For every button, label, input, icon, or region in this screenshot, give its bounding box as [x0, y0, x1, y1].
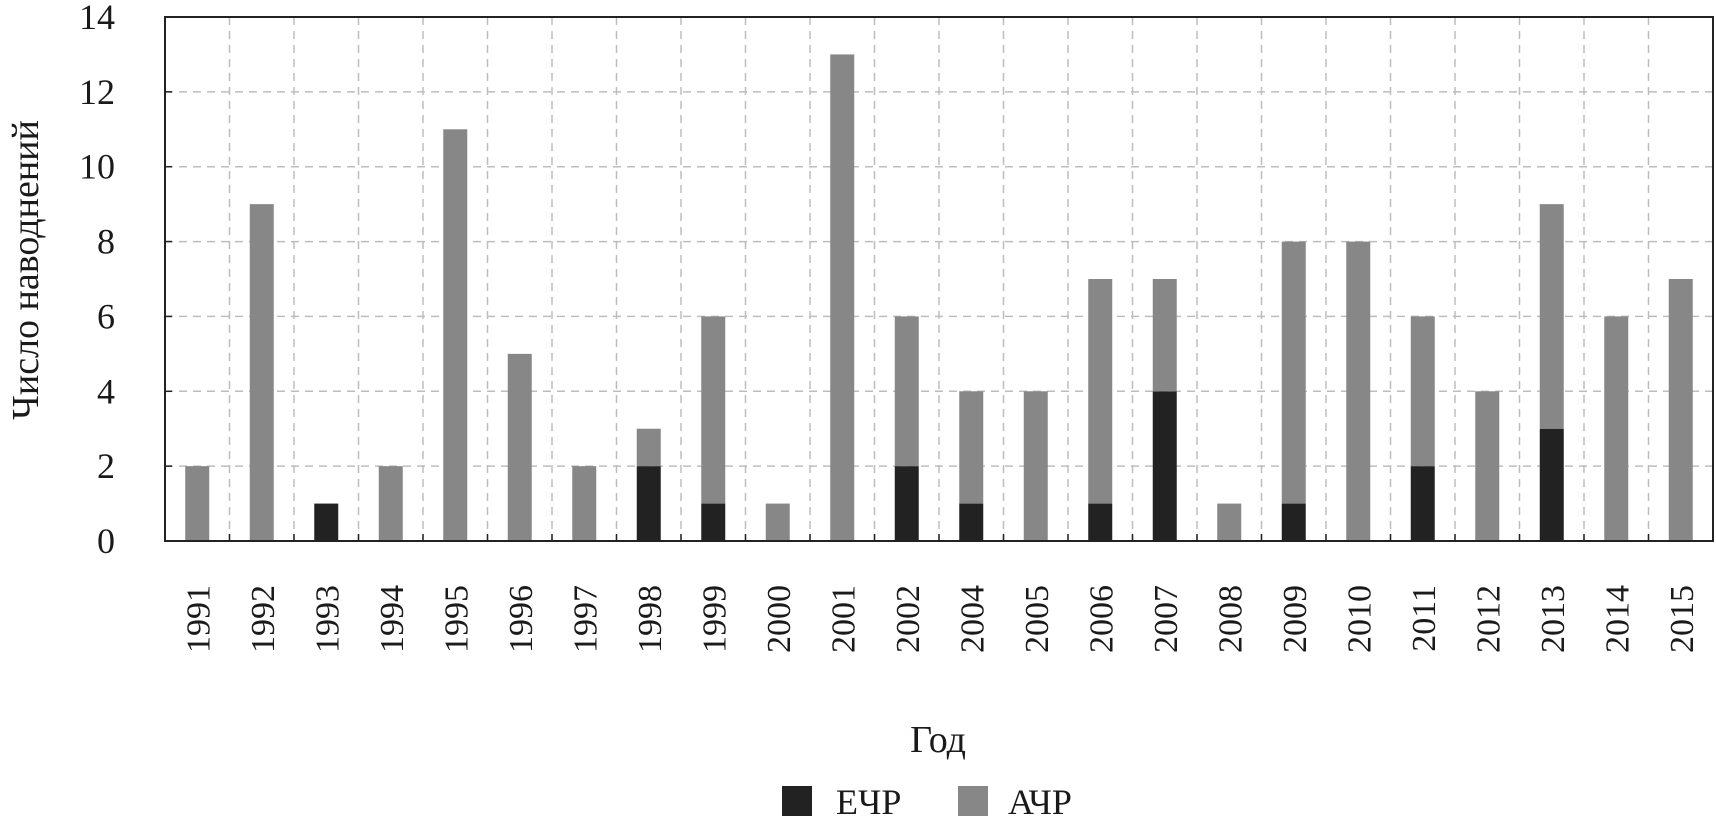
x-tick-label-2005: 2005 [1019, 585, 1056, 653]
bar-2000-series-1 [765, 503, 790, 541]
x-tick-label-1993: 1993 [309, 585, 346, 653]
plot-frame [164, 16, 1714, 542]
y-tick-label-14: 14 [79, 0, 115, 37]
bar-2014-series-1 [1604, 316, 1629, 541]
axes [164, 16, 1714, 542]
y-tick-label-12: 12 [79, 72, 115, 112]
x-tick-label-2010: 2010 [1341, 585, 1378, 653]
bar-1994-series-1 [378, 466, 403, 541]
bar-1999-series-0 [701, 503, 726, 541]
x-tick-label-2009: 2009 [1277, 585, 1314, 653]
bar-2011-series-1 [1410, 316, 1435, 467]
bar-2004-series-1 [959, 391, 984, 504]
bar-2006-series-0 [1088, 503, 1113, 541]
x-tick-label-1999: 1999 [696, 585, 733, 653]
bar-2005-series-1 [1023, 391, 1048, 541]
x-tick-label-2006: 2006 [1083, 585, 1120, 653]
y-tick-label-10: 10 [79, 147, 115, 187]
bar-1998-series-0 [636, 466, 661, 541]
x-tick-label-2000: 2000 [761, 585, 798, 653]
grid-lines [165, 17, 1713, 541]
y-tick-label-0: 0 [97, 521, 115, 561]
bar-2008-series-1 [1217, 503, 1242, 541]
bar-1993-series-0 [314, 503, 339, 541]
bar-2002-series-0 [894, 466, 919, 541]
x-tick-label-1995: 1995 [438, 585, 475, 653]
bar-2007-series-0 [1152, 391, 1177, 541]
bar-2015-series-1 [1668, 279, 1693, 541]
x-axis-title: Год [910, 719, 966, 761]
x-tick-label-2002: 2002 [890, 585, 927, 653]
y-tick-label-8: 8 [97, 222, 115, 262]
x-tick-label-1992: 1992 [245, 585, 282, 653]
bar-2009-series-0 [1281, 503, 1306, 541]
bar-2002-series-1 [894, 316, 919, 467]
bar-1999-series-1 [701, 316, 726, 504]
bar-1997-series-1 [572, 466, 597, 541]
bar-2010-series-1 [1346, 241, 1371, 542]
bar-1995-series-1 [443, 129, 468, 542]
legend-swatch-ечр [782, 786, 812, 816]
bar-2006-series-1 [1088, 279, 1113, 504]
bar-1991-series-1 [185, 466, 210, 541]
x-tick-label-1994: 1994 [374, 585, 411, 653]
tick-labels: 0 2 4 6 8 10 12 14 1991 1992 1993 1994 1995 1996 1997 1… [79, 0, 1701, 653]
y-tick-label-2: 2 [97, 446, 115, 486]
x-tick-label-2013: 2013 [1535, 585, 1572, 653]
legend: ЕЧР АЧР [782, 782, 1072, 821]
legend-label-ечр: ЕЧР [836, 782, 901, 816]
bar-1996-series-1 [507, 353, 532, 541]
x-tick-label-2011: 2011 [1406, 585, 1443, 652]
legend-label-ачр: АЧР [1008, 782, 1072, 816]
bar-2013-series-0 [1539, 428, 1564, 541]
legend-swatch-ачр [958, 786, 988, 816]
bar-2012-series-1 [1475, 391, 1500, 541]
bar-2001-series-1 [830, 54, 855, 542]
x-tick-label-1998: 1998 [632, 585, 669, 653]
bar-2013-series-1 [1539, 204, 1564, 429]
bar-2004-series-0 [959, 503, 984, 541]
x-tick-label-2012: 2012 [1470, 585, 1507, 653]
bar-1992-series-1 [249, 204, 274, 541]
x-tick-label-2014: 2014 [1599, 585, 1636, 653]
x-tick-label-2015: 2015 [1664, 585, 1701, 653]
x-tick-label-1997: 1997 [567, 585, 604, 653]
x-tick-label-2004: 2004 [954, 585, 991, 653]
bar-2009-series-1 [1281, 241, 1306, 504]
x-tick-label-2008: 2008 [1212, 585, 1249, 653]
x-tick-label-2001: 2001 [825, 585, 862, 653]
y-axis-title: Число наводнений [5, 120, 47, 420]
bar-1998-series-1 [636, 428, 661, 467]
bar-2007-series-1 [1152, 279, 1177, 392]
y-tick-label-4: 4 [97, 371, 115, 411]
x-tick-label-1991: 1991 [180, 585, 217, 653]
bar-2011-series-0 [1410, 466, 1435, 541]
x-tick-label-1996: 1996 [503, 585, 540, 653]
bars [185, 54, 1693, 542]
y-tick-label-6: 6 [97, 296, 115, 336]
x-tick-label-2007: 2007 [1148, 585, 1185, 653]
